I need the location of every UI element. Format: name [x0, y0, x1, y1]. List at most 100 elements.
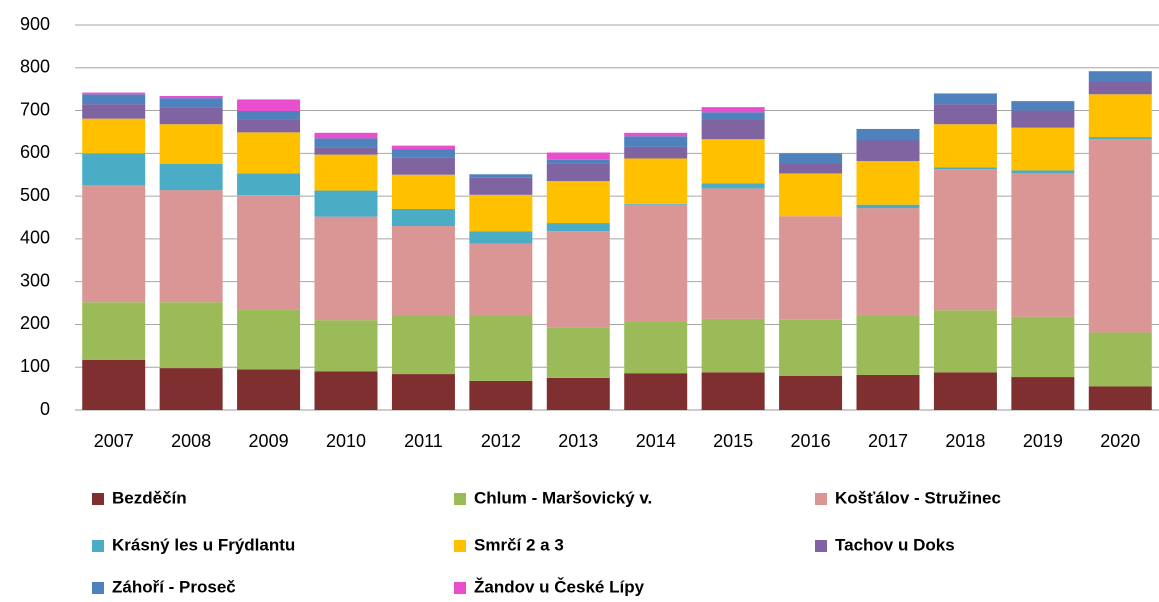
bar-segment — [391, 149, 455, 158]
bar-segment — [933, 169, 997, 311]
y-tick-label: 400 — [20, 228, 50, 248]
bar-segment — [546, 223, 610, 232]
bar-segment — [314, 154, 378, 191]
bar-segment — [856, 161, 920, 205]
bar-segment — [237, 132, 301, 174]
bar-segment — [314, 320, 378, 372]
x-tick-label: 2019 — [1023, 431, 1063, 451]
legend-swatch — [454, 540, 466, 552]
bar-segment — [314, 132, 378, 139]
y-tick-label: 200 — [20, 313, 50, 333]
x-tick-label: 2011 — [404, 431, 443, 451]
bar-segment — [159, 96, 223, 99]
bar-segment — [779, 173, 843, 217]
bar-segment — [469, 243, 533, 316]
bar-segment — [1088, 71, 1152, 82]
bar-segment — [469, 194, 533, 232]
bar-segment — [624, 146, 688, 159]
bar-segment — [701, 188, 765, 319]
bar-segment — [1088, 94, 1152, 138]
bar-segment — [159, 107, 223, 125]
y-tick-label: 300 — [20, 270, 50, 290]
bar-segment — [701, 119, 765, 140]
y-tick-label: 800 — [20, 57, 50, 77]
legend-swatch — [92, 493, 104, 505]
bar-segment — [779, 164, 843, 174]
bar-segment — [159, 302, 223, 369]
x-tick-label: 2007 — [94, 431, 134, 451]
legend-label: Chlum - Maršovický v. — [474, 488, 652, 507]
bar-segment — [237, 195, 301, 310]
legend-label: Bezděčín — [112, 488, 187, 507]
legend-label: Záhoří - Proseč — [112, 577, 236, 596]
x-tick-label: 2014 — [636, 431, 676, 451]
bar-segment — [314, 138, 378, 148]
bar-segment — [856, 315, 920, 375]
bar-segment — [779, 153, 843, 165]
x-tick-label: 2020 — [1100, 431, 1140, 451]
bar-segment — [933, 310, 997, 373]
bar-segment — [391, 315, 455, 375]
bar-segment — [546, 159, 610, 164]
bar-segment — [701, 112, 765, 120]
bar-segment — [1011, 173, 1075, 317]
bar-segment — [237, 119, 301, 133]
bar-segment — [159, 124, 223, 165]
bar-segment — [82, 359, 146, 410]
bar-segment — [82, 92, 146, 95]
y-tick-label: 500 — [20, 185, 50, 205]
bar-segment — [933, 124, 997, 168]
bar-segment — [701, 139, 765, 184]
bar-segment — [624, 204, 688, 322]
bar-segment — [624, 203, 688, 205]
bar-segment — [82, 94, 146, 105]
bar-segment — [159, 190, 223, 303]
bar-segment — [1011, 316, 1075, 378]
bar-segment — [82, 104, 146, 119]
bar-segment — [314, 216, 378, 321]
bar-segment — [856, 128, 920, 141]
bar-segment — [1011, 377, 1075, 410]
bar-segment — [314, 190, 378, 217]
bar-segment — [1088, 139, 1152, 333]
legend-label: Smrčí 2 a 3 — [474, 535, 564, 554]
bar-segment — [1088, 81, 1152, 95]
y-tick-label: 900 — [20, 14, 50, 34]
bar-segment — [469, 380, 533, 410]
bar-segment — [779, 216, 843, 320]
bar-segment — [933, 104, 997, 125]
bar-segment — [933, 372, 997, 410]
bar-segment — [159, 98, 223, 108]
bar-segment — [159, 368, 223, 410]
bar-segment — [469, 315, 533, 381]
bar-segment — [933, 93, 997, 105]
bar-segment — [314, 371, 378, 410]
bar-segment — [779, 319, 843, 376]
bar-segment — [856, 374, 920, 410]
y-tick-label: 100 — [20, 356, 50, 376]
bar-segment — [159, 164, 223, 191]
bar-segment — [82, 184, 146, 303]
bar-segment — [391, 374, 455, 410]
bar-segment — [1011, 101, 1075, 111]
x-tick-label: 2010 — [326, 431, 366, 451]
bar-segment — [237, 369, 301, 410]
bar-segment — [856, 204, 920, 209]
bar-segment — [856, 140, 920, 162]
bar-segment — [933, 167, 997, 170]
legend-swatch — [92, 582, 104, 594]
x-tick-label: 2018 — [945, 431, 985, 451]
bar-segment — [391, 208, 455, 227]
bar-segment — [624, 373, 688, 410]
bar-segment — [1088, 137, 1152, 140]
bar-segment — [546, 231, 610, 328]
bar-segment — [391, 145, 455, 150]
bar-segment — [546, 327, 610, 378]
bar-segment — [237, 110, 301, 120]
bar-segment — [701, 107, 765, 113]
legend-swatch — [92, 540, 104, 552]
y-tick-label: 600 — [20, 142, 50, 162]
bar-segment — [1011, 127, 1075, 171]
y-tick-label: 700 — [20, 99, 50, 119]
